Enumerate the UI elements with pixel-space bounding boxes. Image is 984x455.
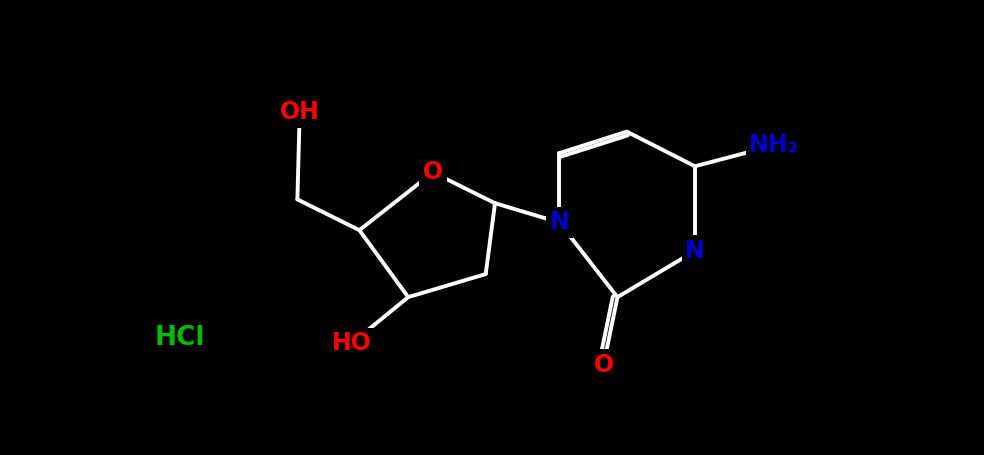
Text: O: O (423, 161, 443, 184)
Text: OH: OH (279, 101, 320, 124)
Text: N: N (549, 211, 569, 234)
Text: NH₂: NH₂ (749, 133, 799, 157)
Text: HCl: HCl (154, 325, 205, 351)
Text: N: N (685, 239, 705, 263)
Text: O: O (593, 353, 614, 377)
Text: HO: HO (332, 331, 372, 355)
